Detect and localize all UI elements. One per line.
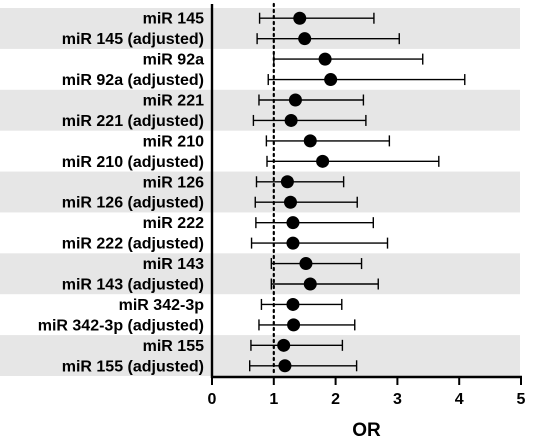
error-bars <box>248 12 466 372</box>
or-point <box>324 73 338 87</box>
row-band <box>0 253 520 295</box>
x-tick-label: 2 <box>331 391 340 408</box>
category-label: miR 126 <box>143 174 204 191</box>
or-point <box>303 277 317 291</box>
or-point <box>298 32 312 46</box>
category-label: miR 221 (adjusted) <box>62 113 204 130</box>
or-point <box>299 257 313 271</box>
category-labels: miR 145 miR 145 (adjusted) miR 92a miR 92a … <box>38 11 204 376</box>
category-label: miR 145 (adjusted) <box>62 31 204 48</box>
category-label: miR 143 <box>143 256 204 273</box>
row-band <box>0 89 520 131</box>
category-label: miR 222 <box>143 215 204 232</box>
axes: 0 1 2 3 4 5 <box>208 4 526 408</box>
or-point <box>277 338 291 352</box>
odds-ratio-points <box>277 11 338 373</box>
row-bands <box>0 8 520 376</box>
category-label: miR 92a <box>143 52 204 69</box>
row-band <box>0 171 520 213</box>
category-label: miR 145 <box>143 11 204 28</box>
or-point <box>303 134 317 148</box>
category-label: miR 126 (adjusted) <box>62 195 204 212</box>
or-point <box>288 93 302 107</box>
category-label: miR 221 <box>143 93 204 110</box>
x-tick-label: 0 <box>208 391 217 408</box>
category-label: miR 210 <box>143 133 204 150</box>
or-point <box>286 216 300 230</box>
x-tick-label: 3 <box>393 391 402 408</box>
or-point <box>318 52 332 66</box>
or-point <box>286 236 300 250</box>
category-label: miR 210 (adjusted) <box>62 154 204 171</box>
category-label: miR 222 (adjusted) <box>62 236 204 253</box>
row-band <box>0 335 520 376</box>
category-label: miR 155 <box>143 338 204 355</box>
or-point <box>293 11 307 25</box>
x-tick-label: 1 <box>269 391 278 408</box>
x-tick-label: 4 <box>455 391 464 408</box>
or-point <box>287 318 301 332</box>
or-point <box>316 154 330 168</box>
or-point <box>278 359 292 373</box>
category-label: miR 342-3p (adjusted) <box>38 317 204 334</box>
or-point <box>286 297 300 311</box>
category-label: miR 143 (adjusted) <box>62 277 204 294</box>
x-axis-title: OR <box>352 420 381 441</box>
category-label: miR 92a (adjusted) <box>62 72 204 89</box>
or-point <box>280 175 294 189</box>
category-label: miR 342-3p <box>119 297 205 314</box>
x-tick-label: 5 <box>517 391 526 408</box>
category-label: miR 155 (adjusted) <box>62 358 204 375</box>
or-point <box>283 195 297 209</box>
or-point <box>284 113 298 127</box>
